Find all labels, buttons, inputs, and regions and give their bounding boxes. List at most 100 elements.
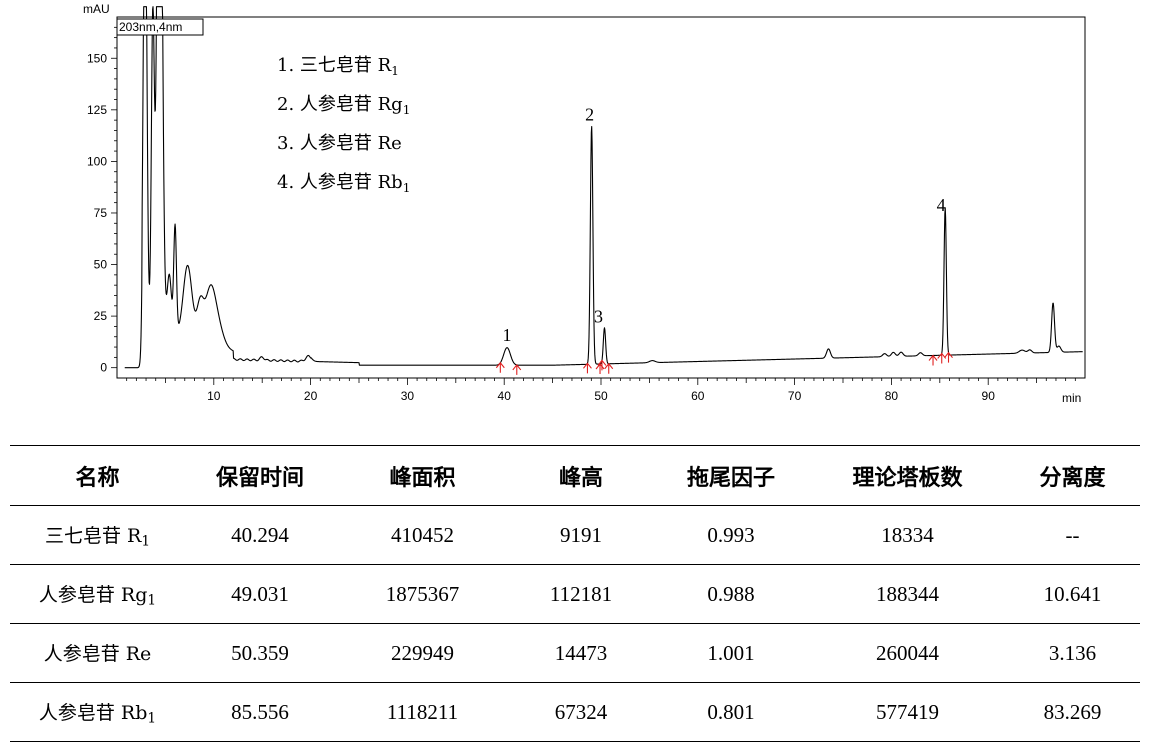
table-row: 三七皂苷 R1 40.294 410452 9191 0.993 18334 -…: [10, 506, 1140, 565]
integration-marker: [944, 351, 953, 363]
x-axis-label: min: [1062, 391, 1081, 405]
y-tick-label: 50: [94, 258, 108, 272]
header-peak-area: 峰面积: [389, 465, 456, 491]
header-theoretical-plates: 理论塔板数: [852, 465, 963, 491]
legend-compound-name: 人参皂苷 Rb: [300, 172, 403, 193]
compound-name: 人参皂苷 Rg: [38, 583, 148, 606]
integration-marker: [597, 359, 607, 371]
results-table: 名称 保留时间 峰面积 峰高 拖尾因子 理论塔板数 分离度 三七皂苷 R1 40…: [10, 445, 1140, 742]
header-tailing-factor: 拖尾因子: [686, 465, 775, 491]
axis-ticks: 10 20 30 40 50 60 70 80 90 0 25 50 75 100 125 150: [87, 26, 1076, 403]
cell-peak-height: 9191: [560, 522, 602, 547]
legend-number: 1.: [277, 55, 300, 76]
integration-marker: [928, 354, 938, 366]
legend-entry: 2. 人参皂苷 Rg1: [277, 94, 410, 117]
integration-marker: [512, 364, 522, 375]
x-tick-label: 70: [788, 389, 802, 403]
header-retention-time: 保留时间: [215, 465, 304, 491]
wavelength-label: 203nm,4nm: [119, 20, 182, 34]
legend-subscript: 1: [403, 103, 411, 117]
x-tick-label: 90: [982, 389, 996, 403]
y-tick-label: 125: [87, 103, 107, 117]
table-header: 名称 保留时间 峰面积 峰高 拖尾因子 理论塔板数 分离度: [10, 445, 1140, 506]
y-tick-label: 100: [87, 154, 107, 168]
cell-resolution: 10.641: [1043, 581, 1102, 606]
legend-subscript: 1: [391, 64, 399, 78]
legend-number: 4.: [277, 172, 300, 193]
cell-retention-time: 50.359: [231, 640, 289, 665]
wavelength-box: 203nm,4nm: [116, 18, 204, 36]
cell-tailing-factor: 0.801: [707, 699, 755, 724]
integration-marks: [495, 351, 953, 375]
compound-subscript: 1: [141, 533, 151, 550]
cell-retention-time: 40.294: [231, 522, 289, 547]
header-peak-height: 峰高: [558, 465, 603, 491]
legend-entry: 3. 人参皂苷 Re: [277, 133, 402, 154]
cell-peak-area: 229949: [391, 640, 454, 665]
y-tick-label: 75: [94, 206, 108, 220]
header-name: 名称: [75, 465, 120, 491]
integration-marker: [937, 352, 947, 364]
cell-peak-area: 1118211: [386, 699, 459, 724]
x-tick-label: 20: [304, 389, 318, 403]
x-tick-label: 40: [498, 389, 512, 403]
header-row: 名称 保留时间 峰面积 峰高 拖尾因子 理论塔板数 分离度: [10, 445, 1140, 506]
integration-marker: [495, 361, 505, 373]
x-tick-label: 80: [885, 389, 899, 403]
legend-entry: 4. 人参皂苷 Rb1: [277, 172, 410, 195]
cell-tailing-factor: 1.001: [707, 640, 755, 665]
legend-compound-name: 三七皂苷 R: [300, 55, 392, 76]
legend-subscript: 1: [403, 181, 411, 195]
chromatogram-trace: [124, 6, 1083, 369]
integration-marker: [604, 362, 614, 374]
cell-resolution: --: [1065, 522, 1080, 547]
cell-name: 人参皂苷 Re: [10, 624, 185, 683]
table-row: 人参皂苷 Rg1 49.031 1875367 112181 0.988 188…: [10, 565, 1140, 624]
compound-name: 人参皂苷 Rb: [38, 701, 148, 724]
x-tick-label: 30: [401, 389, 415, 403]
legend-compound-name: 人参皂苷 Rg: [300, 94, 403, 115]
table-row: 人参皂苷 Rb1 85.556 1118211 67324 0.801 5774…: [10, 683, 1140, 742]
cell-theoretical-plates: 188344: [876, 581, 939, 606]
cell-tailing-factor: 0.993: [707, 522, 755, 547]
legend-number: 3.: [277, 133, 300, 154]
cell-theoretical-plates: 577419: [876, 699, 939, 724]
compound-subscript: 1: [147, 710, 157, 727]
integration-marker: [583, 362, 592, 374]
cell-resolution: 3.136: [1048, 640, 1097, 665]
cell-tailing-factor: 0.988: [707, 581, 755, 606]
cell-peak-height: 14473: [554, 640, 608, 665]
cell-resolution: 83.269: [1043, 699, 1102, 724]
compound-name: 三七皂苷 R: [44, 524, 142, 547]
y-axis-label: mAU: [83, 2, 110, 16]
legend-number: 2.: [277, 94, 300, 115]
peak-number-label: 3: [594, 306, 603, 326]
compound-name: 人参皂苷 Re: [43, 642, 152, 665]
cell-theoretical-plates: 260044: [876, 640, 939, 665]
peak-labels: 1 2 3 4: [503, 104, 946, 345]
cell-peak-area: 1875367: [385, 581, 460, 606]
cell-name: 人参皂苷 Rb1: [10, 683, 185, 742]
table-row: 人参皂苷 Re 50.359 229949 14473 1.001 260044…: [10, 624, 1140, 683]
cell-peak-height: 112181: [549, 581, 613, 606]
peak-number-label: 2: [585, 104, 594, 124]
header-resolution: 分离度: [1039, 465, 1106, 491]
x-tick-label: 10: [207, 389, 221, 403]
y-tick-label: 150: [87, 51, 107, 65]
peak-number-label: 4: [937, 195, 946, 215]
integration-marker: [595, 363, 605, 374]
cell-retention-time: 85.556: [231, 699, 289, 724]
x-tick-label: 60: [691, 389, 705, 403]
cell-theoretical-plates: 18334: [881, 522, 934, 547]
cell-name: 人参皂苷 Rg1: [10, 565, 185, 624]
results-table-wrapper: 名称 保留时间 峰面积 峰高 拖尾因子 理论塔板数 分离度 三七皂苷 R1 40…: [10, 445, 1140, 742]
x-tick-label: 50: [594, 389, 608, 403]
cell-name: 三七皂苷 R1: [10, 506, 185, 565]
cell-retention-time: 49.031: [231, 581, 289, 606]
cell-peak-height: 67324: [554, 699, 608, 724]
legend-compound-name: 人参皂苷 Re: [300, 133, 402, 154]
table-body: 三七皂苷 R1 40.294 410452 9191 0.993 18334 -…: [10, 506, 1140, 742]
compound-subscript: 1: [147, 592, 157, 609]
